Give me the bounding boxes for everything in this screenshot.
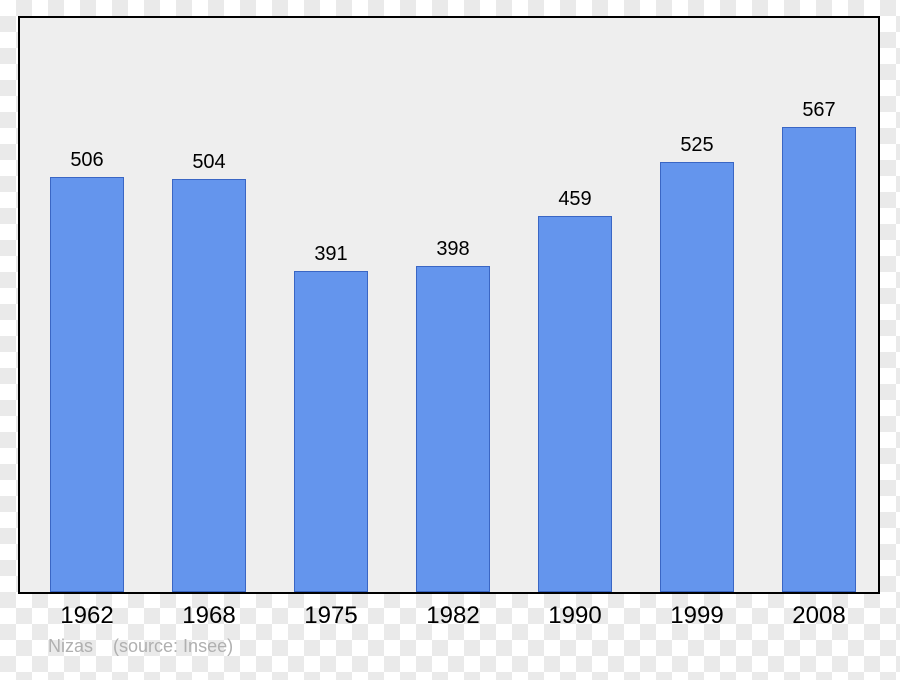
x-axis-label: 1982 (393, 602, 513, 630)
bar-value-label: 398 (403, 238, 503, 261)
bar-value-label: 391 (281, 243, 381, 266)
x-axis-label: 1975 (271, 602, 391, 630)
x-axis-label: 1962 (27, 602, 147, 630)
caption-source: (source: Insee) (113, 636, 233, 656)
chart-caption: Nizas (source: Insee) (48, 636, 233, 657)
bar-value-label: 525 (647, 134, 747, 157)
x-axis-label: 2008 (759, 602, 879, 630)
x-axis-label: 1968 (149, 602, 269, 630)
chart-canvas: 506 1962 504 1968 391 1975 398 1982 459 1990 525 19… (0, 0, 900, 680)
bar-value-label: 504 (159, 151, 259, 174)
x-axis-label: 1990 (515, 602, 635, 630)
bar-value-label: 506 (37, 149, 137, 172)
caption-place: Nizas (48, 636, 93, 656)
bar-value-label: 567 (769, 99, 869, 122)
x-axis-label: 1999 (637, 602, 757, 630)
plot-border (18, 16, 880, 594)
bar-value-label: 459 (525, 188, 625, 211)
